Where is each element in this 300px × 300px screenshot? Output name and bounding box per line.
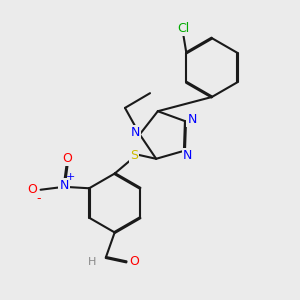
Text: S: S: [130, 149, 138, 162]
Text: N: N: [183, 149, 192, 163]
Text: -: -: [37, 192, 41, 205]
Text: H: H: [88, 257, 96, 267]
Text: N: N: [130, 126, 140, 140]
Text: O: O: [27, 183, 37, 196]
Text: O: O: [129, 255, 139, 268]
Text: +: +: [65, 172, 75, 182]
Text: N: N: [187, 113, 196, 126]
Text: Cl: Cl: [177, 22, 190, 35]
Text: N: N: [59, 179, 69, 192]
Text: O: O: [62, 152, 72, 165]
